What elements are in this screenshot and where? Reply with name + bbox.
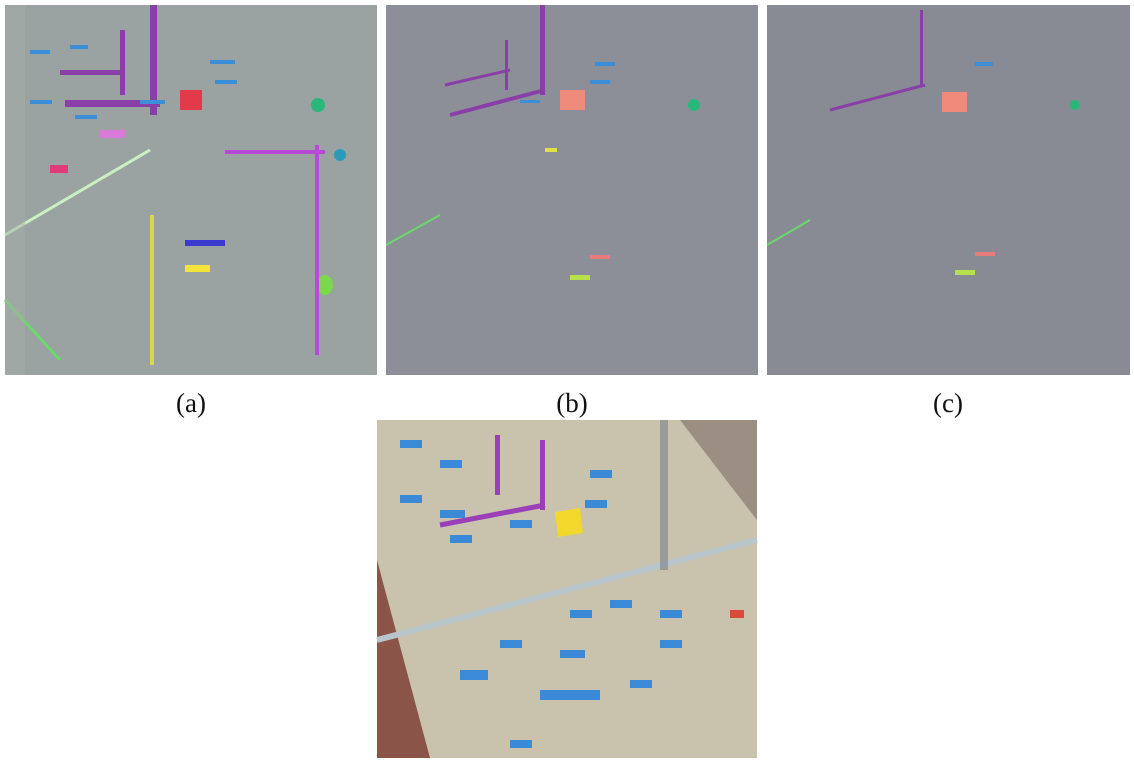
satellite-image: [376, 420, 758, 758]
panel-c-image: [766, 5, 1130, 375]
panel-label: (b): [556, 388, 587, 418]
panel-b-image: [385, 5, 758, 375]
panel-label: (a): [176, 388, 206, 418]
panel-a-image: [3, 5, 377, 375]
panel-label: (c): [933, 388, 963, 418]
